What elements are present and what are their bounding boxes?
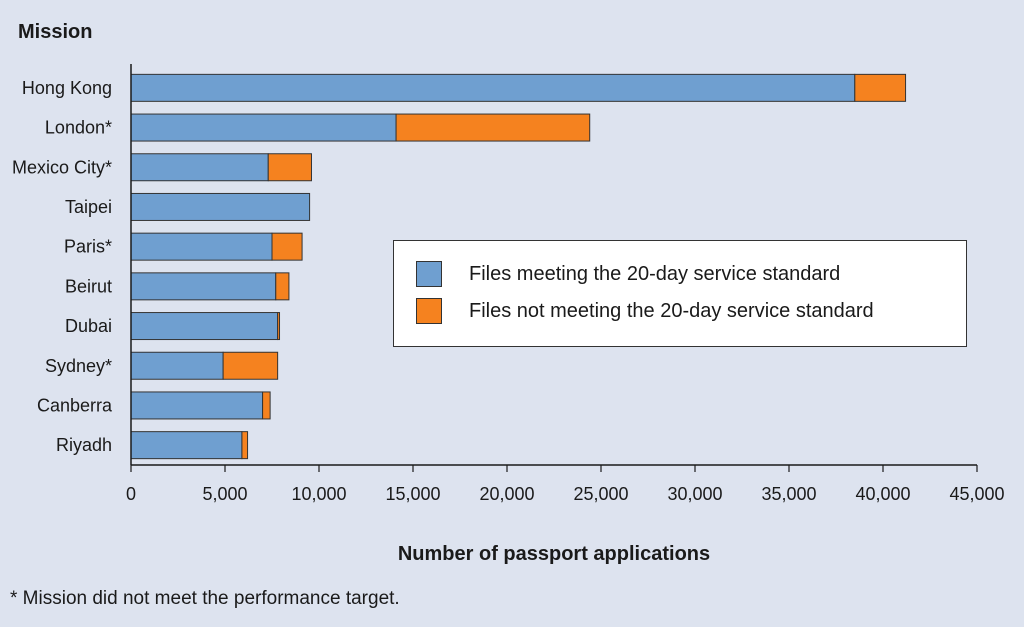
bar-meeting-5 <box>130 272 277 301</box>
x-tick-label: 30,000 <box>667 484 722 504</box>
x-tick-label: 5,000 <box>202 484 247 504</box>
y-tick-label: Hong Kong <box>22 78 112 98</box>
y-tick-label: Dubai <box>65 316 112 336</box>
bar-not-meeting-5 <box>275 272 290 301</box>
legend-label-meeting: Files meeting the 20-day service standar… <box>469 262 841 285</box>
y-tick-label: Paris* <box>64 237 112 257</box>
bar-meeting-0 <box>130 73 856 102</box>
y-tick-label: Beirut <box>65 276 112 296</box>
bar-meeting-1 <box>130 113 397 142</box>
bar-not-meeting-8 <box>262 391 271 420</box>
x-tick-label: 15,000 <box>385 484 440 504</box>
legend-label-not-meeting: Files not meeting the 20-day service sta… <box>469 299 874 322</box>
bar-meeting-9 <box>130 431 243 460</box>
bar-not-meeting-9 <box>241 431 249 460</box>
bar-not-meeting-2 <box>267 153 312 182</box>
bar-not-meeting-1 <box>395 113 591 142</box>
bar-not-meeting-4 <box>271 232 303 261</box>
bar-not-meeting-6 <box>277 312 281 341</box>
bar-meeting-7 <box>130 351 224 380</box>
x-ticks-group: 0 5,000 10,000 15,000 20,000 25,000 30,000 35,0… <box>126 465 1005 504</box>
x-tick-label: 40,000 <box>855 484 910 504</box>
y-tick-label: Taipei <box>65 197 112 217</box>
bars-group <box>130 73 907 460</box>
y-tick-label: Mexico City* <box>12 157 112 177</box>
x-tick-label: 20,000 <box>479 484 534 504</box>
y-labels-group: Hong Kong London* Mexico City* Taipei Paris*… <box>12 78 113 455</box>
legend-swatch-not-meeting <box>416 298 442 324</box>
legend-swatch-meeting <box>416 261 442 287</box>
x-tick-label: 0 <box>126 484 136 504</box>
legend-item-not-meeting: Files not meeting the 20-day service sta… <box>416 298 874 324</box>
bar-not-meeting-0 <box>854 73 907 102</box>
x-tick-label: 45,000 <box>949 484 1004 504</box>
y-axis-title: Mission <box>18 21 92 43</box>
x-tick-label: 35,000 <box>761 484 816 504</box>
x-axis-title: Number of passport applications <box>398 543 710 565</box>
bar-meeting-2 <box>130 153 269 182</box>
y-tick-label: Sydney* <box>45 356 112 376</box>
x-tick-label: 10,000 <box>291 484 346 504</box>
legend: Files meeting the 20-day service standar… <box>393 240 967 347</box>
y-tick-label: Riyadh <box>56 435 112 455</box>
bar-meeting-6 <box>130 312 279 341</box>
bar-meeting-8 <box>130 391 264 420</box>
bar-not-meeting-7 <box>222 351 279 380</box>
x-tick-label: 25,000 <box>573 484 628 504</box>
bar-meeting-4 <box>130 232 273 261</box>
legend-item-meeting: Files meeting the 20-day service standar… <box>416 261 840 287</box>
y-tick-label: Canberra <box>37 395 113 415</box>
y-tick-label: London* <box>45 118 112 138</box>
footnote: * Mission did not meet the performance t… <box>10 588 400 609</box>
bar-meeting-3 <box>130 192 311 221</box>
